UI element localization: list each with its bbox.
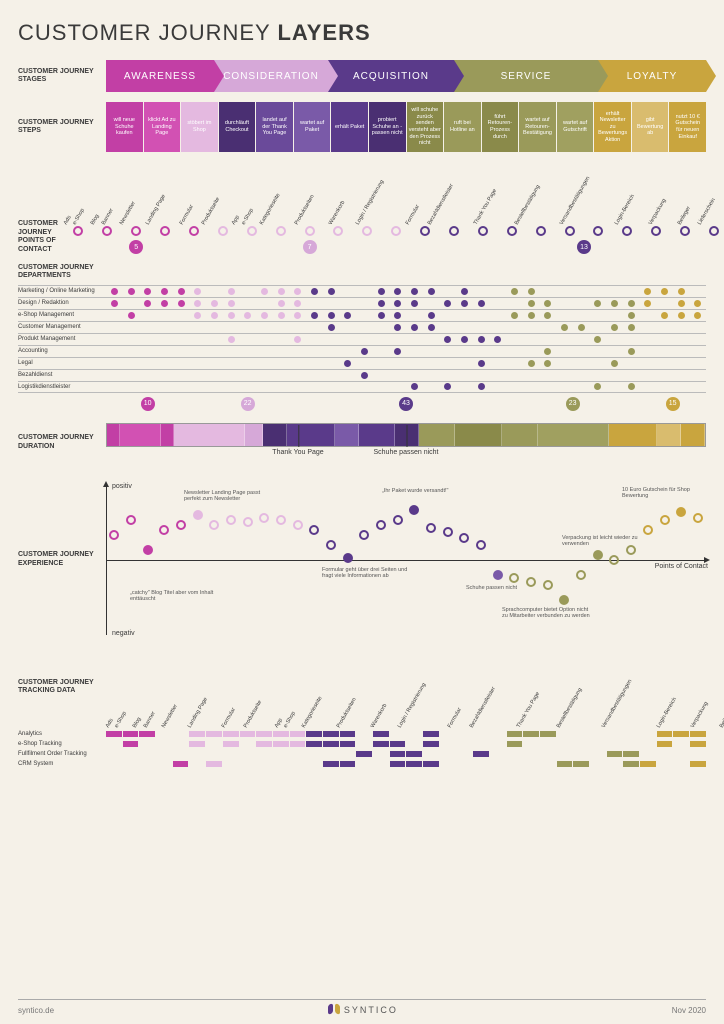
duration-label: CUSTOMER JOURNEY DURATION: [18, 434, 106, 451]
poc-row: CUSTOMER JOURNEY POINTS OF CONTACT Adse-…: [18, 166, 706, 254]
step-box: erhält Paket: [331, 102, 368, 152]
exp-label: CUSTOMER JOURNEY EXPERIENCE: [18, 551, 106, 568]
step-box: führt Retouren-Prozess durch: [482, 102, 519, 152]
step-box: durchläuft Checkout: [219, 102, 256, 152]
tracking-label: CUSTOMER JOURNEY TRACKING DATA: [18, 679, 106, 696]
footer: syntico.de SYNTICO Nov 2020: [18, 999, 706, 1016]
steps-label: CUSTOMER JOURNEY STEPS: [18, 119, 106, 136]
summary-badge: 13: [577, 240, 591, 254]
experience-note: „Ihr Paket wurde versandt!": [382, 488, 472, 494]
step-box: wartet auf Gutschrift: [557, 102, 594, 152]
poc-label: CUSTOMER JOURNEY POINTS OF CONTACT: [18, 220, 64, 254]
steps-row: CUSTOMER JOURNEY STEPS will neue Schuhe …: [18, 102, 706, 152]
stage-arrow: SERVICE: [454, 60, 598, 92]
step-box: stöbert im Shop: [181, 102, 218, 152]
experience-note: 10 Euro Gutschein für Shop Bewertung: [622, 487, 712, 499]
experience-note: Verpackung ist leicht wieder zu verwende…: [562, 535, 652, 547]
stage-arrow: LOYALTY: [598, 60, 706, 92]
departments-section: CUSTOMER JOURNEY DEPARTMENTS Marketing /…: [18, 264, 706, 411]
step-box: probiert Schuhe an - passen nicht: [369, 102, 406, 152]
experience-row: CUSTOMER JOURNEY EXPERIENCE positiv nega…: [18, 485, 706, 635]
step-box: gibt Bewertung ab: [632, 102, 669, 152]
summary-badge: 22: [241, 397, 255, 411]
summary-badge: 43: [399, 397, 413, 411]
page-title: CUSTOMER JOURNEY LAYERS: [18, 20, 706, 46]
duration-row: CUSTOMER JOURNEY DURATION Thank You Page…: [18, 423, 706, 463]
footer-right: Nov 2020: [672, 1006, 706, 1015]
experience-note: „catchy" Blog Titel aber vom Inhalt entt…: [130, 590, 220, 602]
step-box: will neue Schuhe kaufen: [106, 102, 143, 152]
summary-badge: 5: [129, 240, 143, 254]
stage-arrow: CONSIDERATION: [214, 60, 328, 92]
footer-left: syntico.de: [18, 1006, 54, 1015]
summary-badge: 7: [303, 240, 317, 254]
logo: SYNTICO: [328, 1004, 398, 1016]
stages-row: CUSTOMER JOURNEY STAGES AWARENESSCONSIDE…: [18, 60, 706, 92]
step-box: will schuhe zurück senden versteht aber …: [407, 102, 444, 152]
summary-badge: 23: [566, 397, 580, 411]
step-box: klickt Ad zu Landing Page: [144, 102, 181, 152]
summary-badge: 10: [141, 397, 155, 411]
experience-note: Schuhe passen nicht: [466, 585, 556, 591]
stage-arrow: AWARENESS: [106, 60, 214, 92]
step-box: nutzt 10 € Gutschein für neuen Einkauf: [669, 102, 706, 152]
step-box: wartet auf Paket: [294, 102, 331, 152]
experience-note: Newsletter Landing Page passt perfekt zu…: [184, 490, 274, 502]
step-box: landet auf der Thank You Page: [256, 102, 293, 152]
stage-arrow: ACQUISITION: [328, 60, 454, 92]
logo-icon: [328, 1004, 340, 1016]
stages-label: CUSTOMER JOURNEY STAGES: [18, 68, 106, 85]
dept-label: CUSTOMER JOURNEY DEPARTMENTS: [18, 264, 106, 281]
experience-note: Formular geht über drei Seiten und fragt…: [322, 567, 412, 579]
step-box: ruft bei Hotline an: [444, 102, 481, 152]
tracking-section: CUSTOMER JOURNEY TRACKING DATA Adse-Shop…: [18, 679, 706, 769]
summary-badge: 15: [666, 397, 680, 411]
step-box: wartet auf Retouren-Bestätigung: [519, 102, 556, 152]
experience-note: Sprachcomputer bietet Option nicht zu Mi…: [502, 607, 592, 619]
step-box: erhält Newsletter zu Bewertungs Aktion: [594, 102, 631, 152]
